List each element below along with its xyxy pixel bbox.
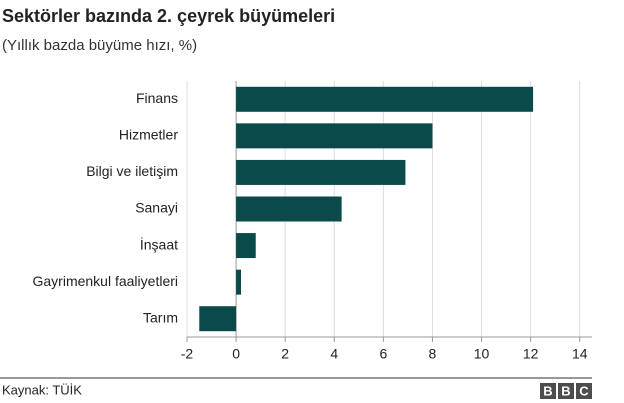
logo-letter: C xyxy=(579,383,589,398)
y-tick-label: Finans xyxy=(136,90,178,106)
x-tick-label: -2 xyxy=(181,346,194,362)
logo-box xyxy=(540,383,556,399)
y-tick-label: Bilgi ve iletişim xyxy=(86,163,178,179)
bar xyxy=(236,86,534,112)
x-tick-label: 12 xyxy=(523,346,539,362)
logo-letter: B xyxy=(561,383,570,398)
logo-letter: B xyxy=(543,383,552,398)
source: Kaynak: TÜİK xyxy=(2,382,82,397)
bar xyxy=(236,196,342,222)
y-tick-label: Gayrimenkul faaliyetleri xyxy=(33,273,179,289)
bar xyxy=(236,159,406,185)
bar xyxy=(236,123,433,149)
bar xyxy=(236,233,256,259)
chart-title: Sektörler bazında 2. çeyrek büyümeleri xyxy=(2,6,335,26)
x-tick-label: 4 xyxy=(330,346,338,362)
logo-box xyxy=(576,383,592,399)
y-tick-label: İnşaat xyxy=(140,235,178,252)
x-tick-label: 2 xyxy=(281,346,289,362)
bar xyxy=(199,306,237,332)
x-tick-label: 10 xyxy=(474,346,490,362)
y-tick-label: Tarım xyxy=(143,309,178,325)
x-tick-label: 6 xyxy=(379,346,387,362)
x-tick-label: 0 xyxy=(232,346,240,362)
y-tick-label: Sanayi xyxy=(135,200,178,216)
chart-subtitle: (Yıllık bazda büyüme hızı, %) xyxy=(2,37,197,54)
logo-box xyxy=(558,383,574,399)
x-tick-label: 14 xyxy=(572,346,588,362)
x-tick-label: 8 xyxy=(429,346,437,362)
y-tick-label: Hizmetler xyxy=(119,127,178,143)
bar xyxy=(236,269,241,295)
